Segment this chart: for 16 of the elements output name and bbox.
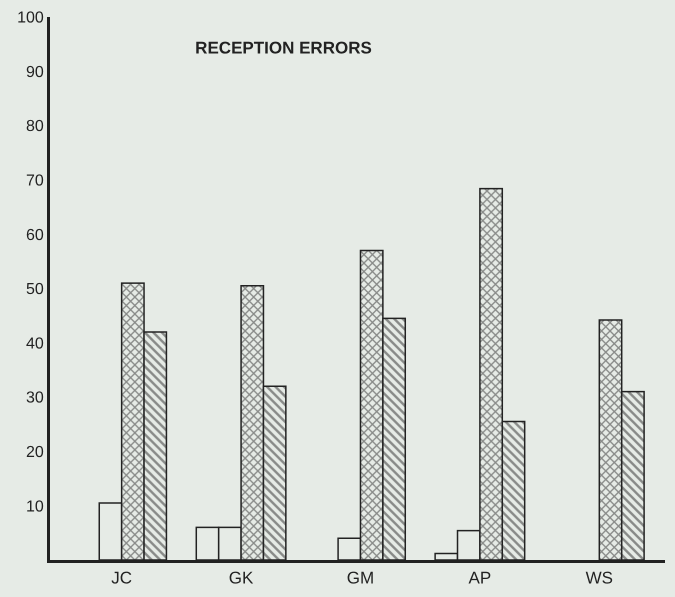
- y-tick-label: 70: [26, 172, 44, 190]
- x-tick-label: AP: [468, 568, 492, 588]
- x-tick-label: GM: [346, 568, 374, 588]
- y-tick-label: 20: [26, 444, 44, 461]
- x-tick-label: WS: [586, 568, 614, 588]
- y-tick-label: 10: [26, 498, 44, 516]
- y-tick-label: 80: [26, 118, 44, 136]
- y-tick-label: 30: [26, 390, 44, 407]
- y-tick-label: 90: [26, 64, 44, 81]
- x-tick-label: JC: [111, 568, 132, 588]
- y-tick-label: 40: [26, 335, 44, 352]
- y-tick-label: 60: [26, 226, 44, 244]
- x-tick-label: GK: [228, 568, 254, 588]
- y-tick-label: 100: [17, 10, 44, 27]
- y-tick-label: 50: [26, 281, 44, 298]
- text: RECEPTION ERRORS: [195, 38, 372, 58]
